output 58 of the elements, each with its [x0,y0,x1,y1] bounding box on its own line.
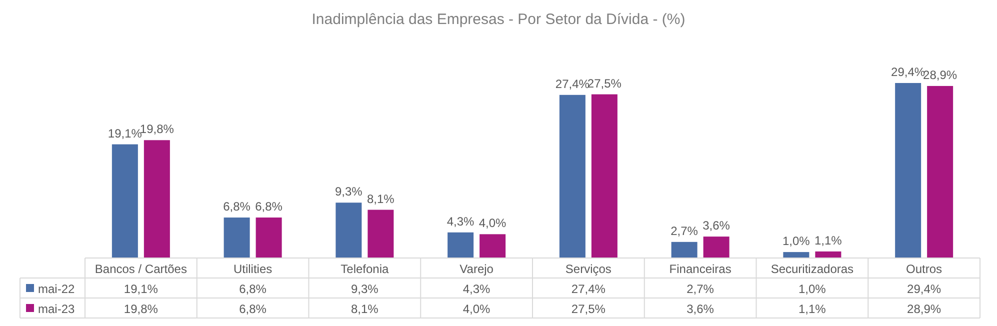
text: 1,1% [814,233,842,248]
bar [815,251,842,258]
data-label: 3,6% [686,302,714,316]
data-label: 9,3% [351,282,379,296]
bar [559,94,586,258]
data-label: 29,4% [907,282,942,296]
bar [256,218,282,258]
x-tick-label: Serviços [565,262,612,276]
bar [671,242,698,258]
bar [448,232,474,258]
bar [144,140,170,258]
text: 19,1% [108,126,142,140]
data-label: 19,1% [124,282,158,296]
bar [783,252,810,258]
x-tick-label: Outros [906,262,942,276]
text: 27,4% [555,76,590,91]
data-label: 28,9% [907,302,942,316]
text: 1,0% [782,234,810,248]
chart-title: Inadimplência das Empresas - Por Setor da Dívida - (%) [312,11,686,28]
text: 8,1% [367,192,394,206]
data-label: 4,0% [462,302,491,316]
data-label: 19,8% [124,302,158,316]
text: 6,8% [255,200,282,214]
data-label: 8,1% [351,302,379,316]
x-tick-label: Varejo [460,262,494,276]
text: 6,8% [223,200,250,214]
legend-label: mai-22 [38,282,76,296]
x-tick-label: Financeiras [669,262,732,276]
text: 4,0% [478,216,506,230]
bar [368,210,394,258]
text: 3,6% [702,218,730,233]
data-label: 6,8% [239,302,267,316]
bar [224,218,250,258]
data-label: 1,1% [798,302,826,316]
bar [591,94,618,258]
x-tick-label: Bancos / Cartões [94,262,187,276]
bar [336,202,362,258]
bar [480,234,506,258]
text: 9,3% [335,184,362,199]
data-label: 1,0% [798,282,826,296]
text: 19,8% [140,122,174,136]
text: 28,9% [923,68,958,82]
bar [895,83,922,258]
legend-label: mai-23 [38,302,76,316]
text: 4,3% [446,214,474,228]
data-label: 4,3% [462,282,491,296]
bar [927,86,954,258]
data-label: 6,8% [239,282,267,296]
x-tick-label: Utilities [233,262,272,276]
bar [112,144,138,258]
text: 27,5% [587,76,622,90]
x-tick-label: Securitizadoras [770,262,854,276]
data-label: 27,4% [571,282,606,296]
data-label: 2,7% [686,282,714,296]
data-label: 27,5% [571,302,606,316]
bar [703,236,730,258]
x-tick-label: Telefonia [340,262,390,276]
text: 2,7% [670,224,698,238]
